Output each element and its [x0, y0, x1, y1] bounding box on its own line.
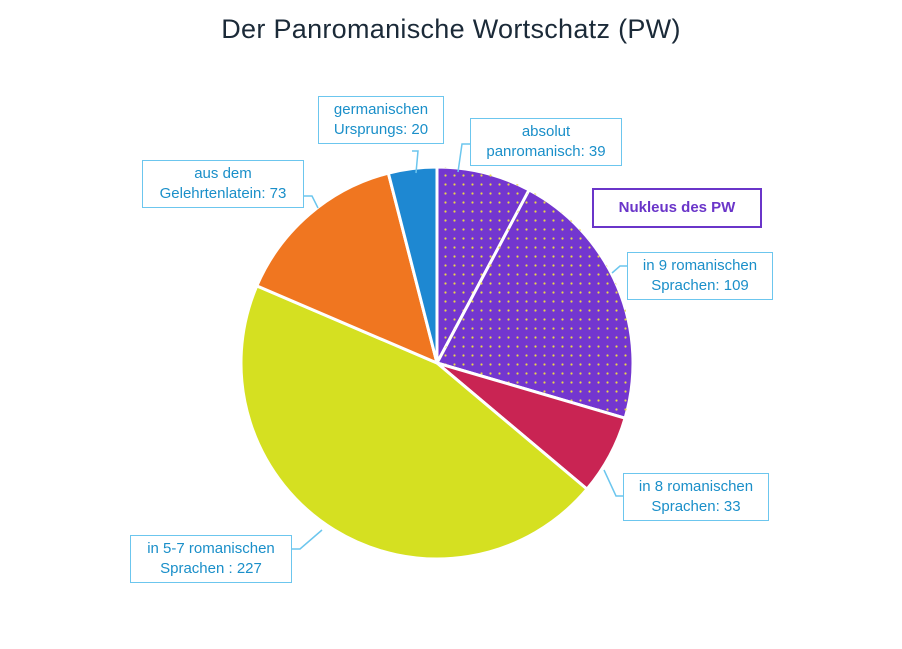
leader-germanischen	[412, 150, 419, 174]
slice-label-in-8-romanischen: in 8 romanischen Sprachen: 33	[623, 473, 769, 521]
slice-label-gelehrtenlatein: aus dem Gelehrtenlatein: 73	[142, 160, 304, 208]
nucleus-group-label: Nukleus des PW	[592, 188, 762, 228]
slice-label-in-9-romanischen: in 9 romanischen Sprachen: 109	[627, 252, 773, 300]
leader-in-5-7-romanischen	[292, 529, 323, 550]
leader-in-8-romanischen	[603, 469, 623, 497]
slice-label-absolut-panromanisch: absolut panromanisch: 39	[470, 118, 622, 166]
pie-slice-aus-dem-gelehrtenlatein-73	[255, 171, 439, 365]
slice-label-in-5-7-romanischen: in 5-7 romanischen Sprachen : 227	[130, 535, 292, 583]
leader-in-9-romanischen	[611, 265, 627, 274]
leader-absolut	[457, 143, 470, 173]
pie-slices	[239, 165, 635, 561]
pie-slice-absolut-panromanisch-39-dots	[437, 167, 530, 363]
pie-slice-in-9-romanischen-sprachen-109-dots	[437, 189, 634, 419]
chart-title: Der Panromanische Wortschatz (PW)	[221, 14, 681, 44]
pie-slice-germanischen-ursprungs-20	[386, 165, 439, 365]
slice-label-germanischen-ursprungs: germanischen Ursprungs: 20	[318, 96, 444, 144]
leader-gelehrtenlatein	[304, 195, 319, 209]
leader-lines	[292, 143, 627, 550]
pie-slice-in-5-7-romanischen-sprachen-227	[239, 284, 589, 561]
